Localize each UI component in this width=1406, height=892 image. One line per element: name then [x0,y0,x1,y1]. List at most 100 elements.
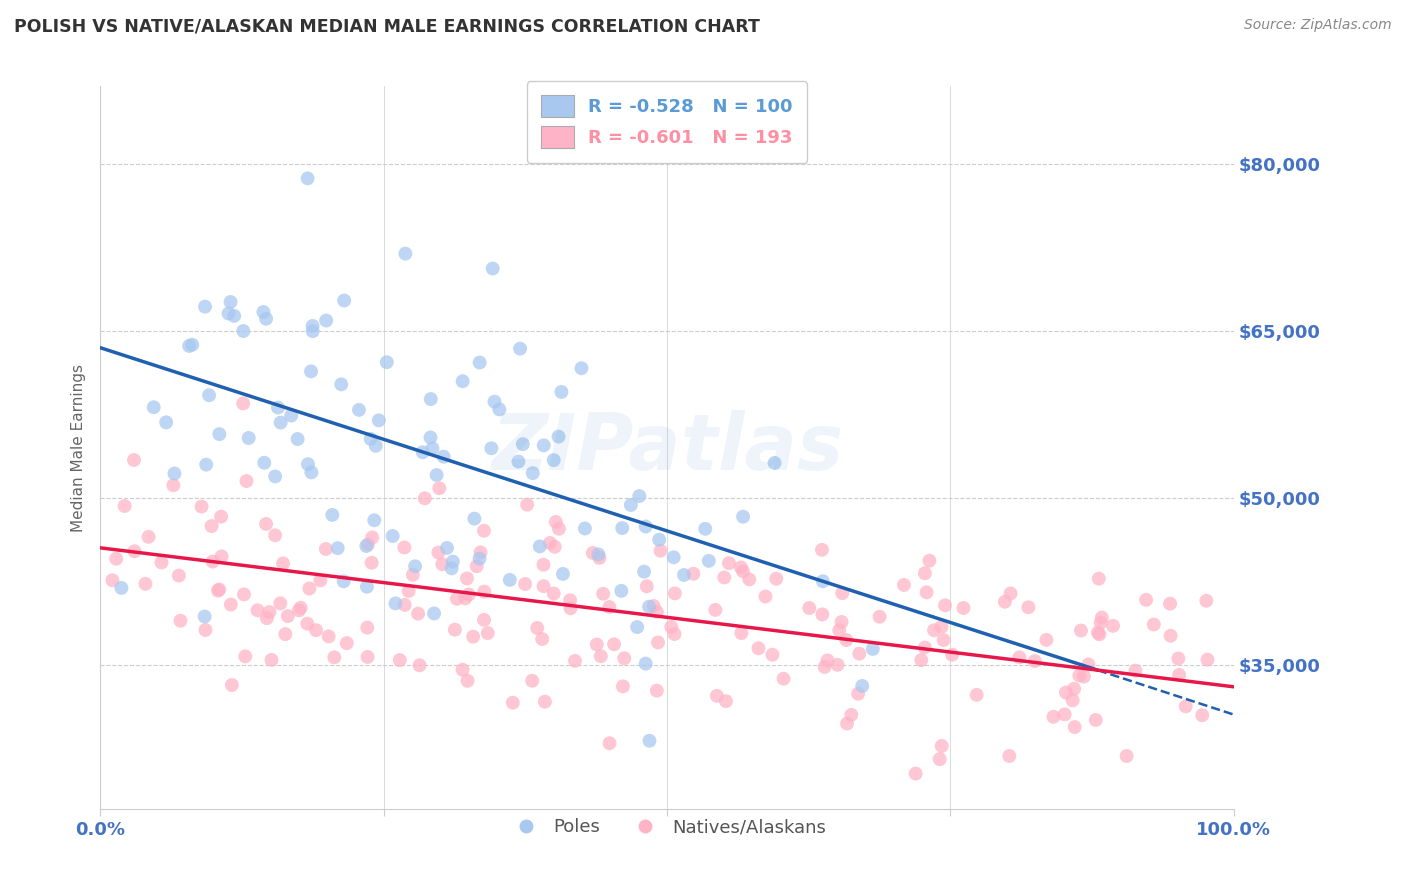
Poles [488,402,510,417]
Natives/Alaskans [446,591,468,606]
Natives/Alaskans [582,546,605,560]
Poles [332,574,354,589]
Poles [181,337,204,351]
Natives/Alaskans [914,640,936,655]
Poles [551,566,574,581]
Poles [297,457,319,471]
Natives/Alaskans [318,629,340,643]
Natives/Alaskans [538,536,561,550]
Natives/Alaskans [585,638,607,652]
Natives/Alaskans [544,515,567,529]
Poles [224,309,246,323]
Poles [672,568,695,582]
Natives/Alaskans [360,556,382,570]
Natives/Alaskans [603,637,626,651]
Poles [155,415,177,429]
Poles [264,469,287,483]
Natives/Alaskans [457,673,479,688]
Natives/Alaskans [357,537,380,551]
Natives/Alaskans [564,654,586,668]
Natives/Alaskans [589,649,612,664]
Natives/Alaskans [1168,668,1191,682]
Poles [326,541,349,556]
Poles [571,361,593,376]
Poles [481,261,503,276]
Poles [862,641,884,656]
Natives/Alaskans [254,516,277,531]
Poles [695,522,717,536]
Natives/Alaskans [465,559,488,574]
Poles [588,548,610,562]
Poles [648,533,671,547]
Poles [412,445,434,459]
Poles [550,384,572,399]
Poles [451,374,474,388]
Natives/Alaskans [1135,592,1157,607]
Poles [252,305,274,319]
Natives/Alaskans [765,572,787,586]
Natives/Alaskans [706,689,728,703]
Natives/Alaskans [201,555,224,569]
Natives/Alaskans [613,651,636,665]
Natives/Alaskans [761,648,783,662]
Natives/Alaskans [454,591,477,606]
Natives/Alaskans [264,528,287,542]
Natives/Alaskans [105,551,128,566]
Natives/Alaskans [704,603,727,617]
Natives/Alaskans [931,739,953,753]
Natives/Alaskans [904,766,927,780]
Poles [364,439,387,453]
Natives/Alaskans [533,579,555,593]
Natives/Alaskans [831,586,853,600]
Natives/Alaskans [1070,624,1092,638]
Poles [529,540,551,554]
Natives/Alaskans [928,752,950,766]
Natives/Alaskans [731,564,754,578]
Natives/Alaskans [1054,685,1077,699]
Natives/Alaskans [1069,668,1091,682]
Natives/Alaskans [1088,572,1111,586]
Poles [219,295,242,310]
Natives/Alaskans [910,653,932,667]
Natives/Alaskans [233,587,256,601]
Natives/Alaskans [356,621,378,635]
Natives/Alaskans [138,530,160,544]
Poles [356,580,378,594]
Natives/Alaskans [472,584,495,599]
Natives/Alaskans [361,531,384,545]
Natives/Alaskans [713,570,735,584]
Natives/Alaskans [1088,627,1111,641]
Natives/Alaskans [1143,617,1166,632]
Poles [479,442,502,456]
Natives/Alaskans [754,590,776,604]
Poles [638,733,661,747]
Natives/Alaskans [717,556,740,570]
Natives/Alaskans [246,603,269,617]
Natives/Alaskans [413,491,436,506]
Natives/Alaskans [167,568,190,582]
Natives/Alaskans [427,545,450,559]
Poles [297,171,319,186]
Natives/Alaskans [1017,600,1039,615]
Natives/Alaskans [1035,632,1057,647]
Natives/Alaskans [522,673,544,688]
Natives/Alaskans [1000,586,1022,600]
Poles [142,401,165,415]
Poles [253,456,276,470]
Natives/Alaskans [444,623,467,637]
Poles [267,401,290,415]
Poles [321,508,343,522]
Poles [177,339,200,353]
Natives/Alaskans [966,688,988,702]
Poles [404,559,426,574]
Poles [731,509,754,524]
Poles [270,416,292,430]
Natives/Alaskans [402,567,425,582]
Poles [533,438,555,452]
Natives/Alaskans [208,582,231,597]
Natives/Alaskans [169,614,191,628]
Natives/Alaskans [406,607,429,621]
Poles [484,394,506,409]
Poles [195,458,218,472]
Natives/Alaskans [1062,693,1084,707]
